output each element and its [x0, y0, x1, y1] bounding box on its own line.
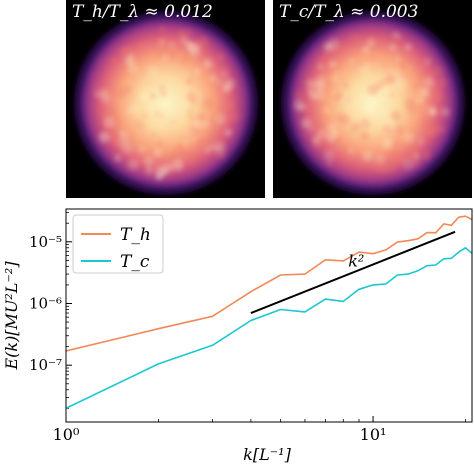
hot-cloud-image [74, 11, 258, 195]
legend-box [72, 214, 164, 274]
plot-area [66, 215, 472, 410]
hot-temperature-panel: T_h/T_λ ≈ 0.012 [66, 0, 265, 198]
x-tick-label: 10⁰ [53, 425, 80, 444]
x-tick-label: 10¹ [360, 425, 387, 444]
cold-temperature-panel: T_c/T_λ ≈ 0.003 [273, 0, 472, 198]
hot-speckles [93, 26, 241, 181]
series-line-cold [66, 246, 472, 410]
cold-panel-label: T_c/T_λ ≈ 0.003 [279, 2, 419, 22]
cold-cloud-image [281, 11, 465, 195]
y-tick-label: 10⁻⁵ [29, 233, 62, 251]
plot-frame [65, 208, 473, 423]
x-axis-label: k[L⁻¹] [243, 445, 291, 464]
legend-label-cold: T_c [120, 252, 150, 272]
energy-spectrum-chart: 10⁰ 10¹ 10⁻⁵ 10⁻⁶ 10⁻⁷ k² T_h T_c k[L⁻¹] E(k)[MU²… [2, 208, 473, 464]
legend: T_h T_c [72, 214, 164, 274]
series-line-hot [66, 215, 472, 352]
hot-panel-label: T_h/T_λ ≈ 0.012 [72, 2, 213, 22]
cold-speckles [293, 31, 450, 174]
k2-reference-line [250, 230, 456, 314]
y-tick-label: 10⁻⁷ [29, 356, 62, 374]
y-axis-label: E(k)[MU²L⁻²] [2, 261, 21, 371]
k2-label: k² [348, 252, 364, 271]
y-tick-label: 10⁻⁶ [29, 294, 62, 312]
legend-label-hot: T_h [120, 225, 151, 245]
